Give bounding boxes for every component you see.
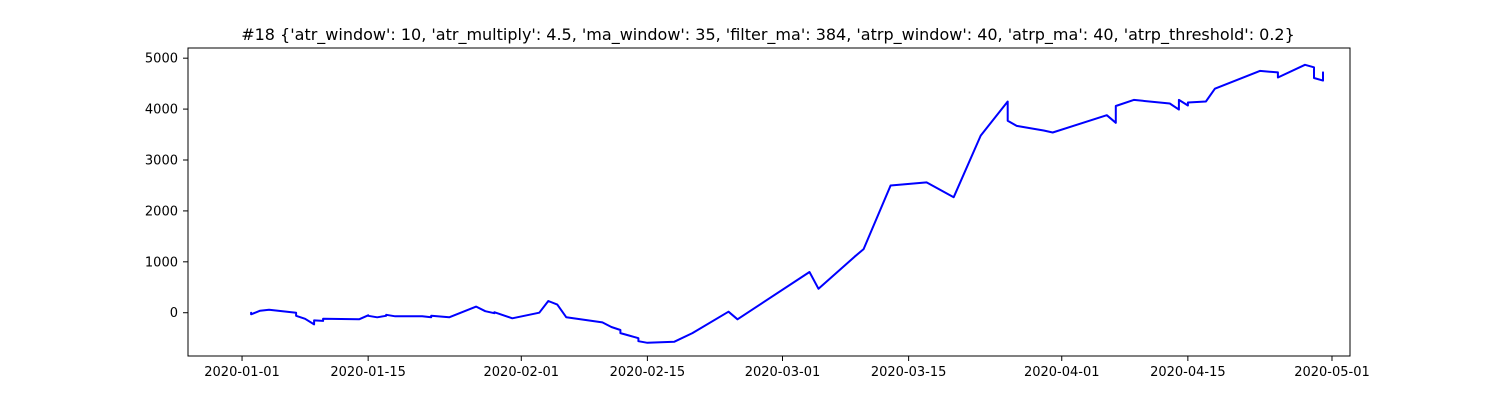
x-tick-label: 2020-04-01 — [1024, 365, 1100, 380]
y-tick-label: 2000 — [145, 204, 178, 219]
plot-frame — [187, 47, 1351, 357]
x-axis-ticks: 2020-01-01 2020-01-15 2020-02-01 2020-02-15… — [204, 356, 1370, 380]
y-axis-ticks: 0 1000 2000 3000 4000 5000 — [145, 52, 188, 321]
y-tick-label: 5000 — [145, 52, 178, 67]
x-tick-label: 2020-05-01 — [1294, 365, 1370, 380]
y-tick-label: 1000 — [145, 255, 178, 270]
y-tick-label: 0 — [170, 306, 178, 321]
y-tick-label: 4000 — [145, 103, 178, 118]
x-tick-label: 2020-03-01 — [745, 365, 821, 380]
chart-title: #18 {'atr_window': 10, 'atr_multiply': 4… — [241, 25, 1295, 45]
x-tick-label: 2020-01-01 — [204, 365, 280, 380]
series-line — [250, 63, 1324, 344]
x-tick-label: 2020-02-15 — [610, 365, 686, 380]
x-tick-label: 2020-01-15 — [330, 365, 406, 380]
series-layer — [250, 63, 1324, 344]
x-tick-label: 2020-03-15 — [871, 365, 947, 380]
x-tick-label: 2020-04-15 — [1150, 365, 1226, 380]
y-tick-label: 3000 — [145, 154, 178, 169]
x-tick-label: 2020-02-01 — [484, 365, 560, 380]
